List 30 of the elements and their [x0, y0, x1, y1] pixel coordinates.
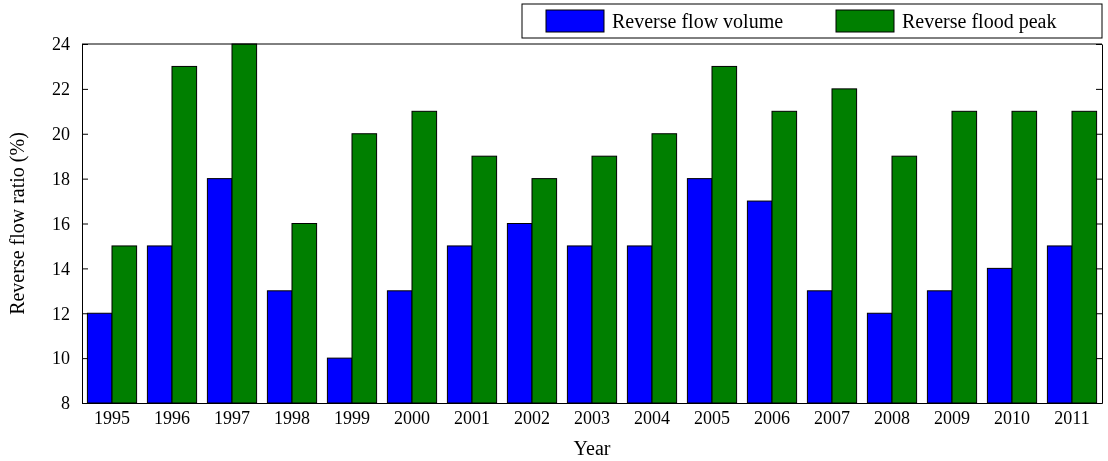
- legend-label: Reverse flow volume: [612, 10, 784, 32]
- x-tick-label: 2004: [634, 407, 670, 428]
- x-tick-label: 1995: [94, 407, 130, 428]
- y-tick-label: 8: [61, 393, 70, 414]
- x-tick-label: 1997: [214, 407, 250, 428]
- legend-label: Reverse flood peak: [902, 10, 1057, 33]
- y-tick-label: 18: [52, 168, 70, 189]
- x-tick-label: 2000: [394, 407, 430, 428]
- x-tick-label: 2007: [814, 407, 850, 428]
- x-tick-label: 1996: [154, 407, 190, 428]
- x-tick-label: 2006: [754, 407, 790, 428]
- x-tick-label: 2009: [934, 407, 970, 428]
- x-tick-label: 1998: [274, 407, 310, 428]
- y-tick-label: 14: [52, 258, 70, 279]
- x-tick-label: 2011: [1054, 407, 1090, 428]
- x-tick-label: 2001: [454, 407, 490, 428]
- x-tick-label: 2008: [874, 407, 910, 428]
- x-tick-label: 1999: [334, 407, 370, 428]
- y-axis-title: Reverse flow ratio (%): [6, 132, 29, 315]
- y-tick-label: 20: [52, 124, 70, 145]
- y-tick-label: 10: [52, 348, 70, 369]
- x-tick-label: 2010: [994, 407, 1030, 428]
- y-tick-label: 16: [52, 213, 70, 234]
- x-axis-title: Year: [573, 437, 611, 459]
- y-tick-label: 22: [52, 79, 70, 100]
- y-tick-label: 24: [52, 34, 70, 55]
- x-tick-label: 2005: [694, 407, 730, 428]
- y-tick-label: 12: [52, 303, 70, 324]
- x-tick-label: 2003: [574, 407, 610, 428]
- x-tick-label: 2002: [514, 407, 550, 428]
